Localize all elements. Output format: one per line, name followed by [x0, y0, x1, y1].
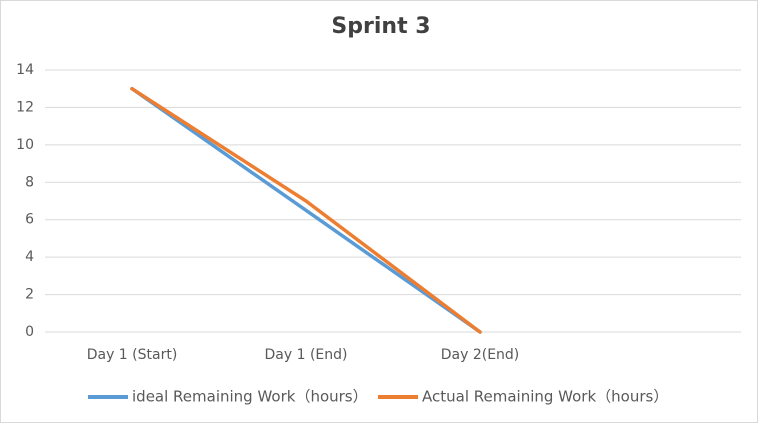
y-tick-label: 0 [25, 324, 34, 340]
x-tick-label: Day 2(End) [441, 347, 520, 363]
y-tick-label: 6 [25, 212, 34, 228]
y-tick-label: 10 [16, 137, 34, 153]
x-tick-label: Day 1 (End) [265, 347, 348, 363]
y-tick-label: 2 [25, 287, 34, 303]
series-line [130, 86, 482, 334]
y-tick-label: 4 [25, 249, 34, 265]
legend-label: ideal Remaining Work（hours） [132, 388, 368, 406]
chart-title: Sprint 3 [331, 14, 430, 39]
y-tick-label: 12 [16, 99, 34, 115]
y-tick-label: 8 [25, 174, 34, 190]
y-tick-label: 14 [16, 62, 34, 78]
x-tick-label: Day 1 (Start) [87, 347, 178, 363]
legend-label: Actual Remaining Work（hours） [422, 388, 668, 406]
series-line [130, 86, 482, 334]
